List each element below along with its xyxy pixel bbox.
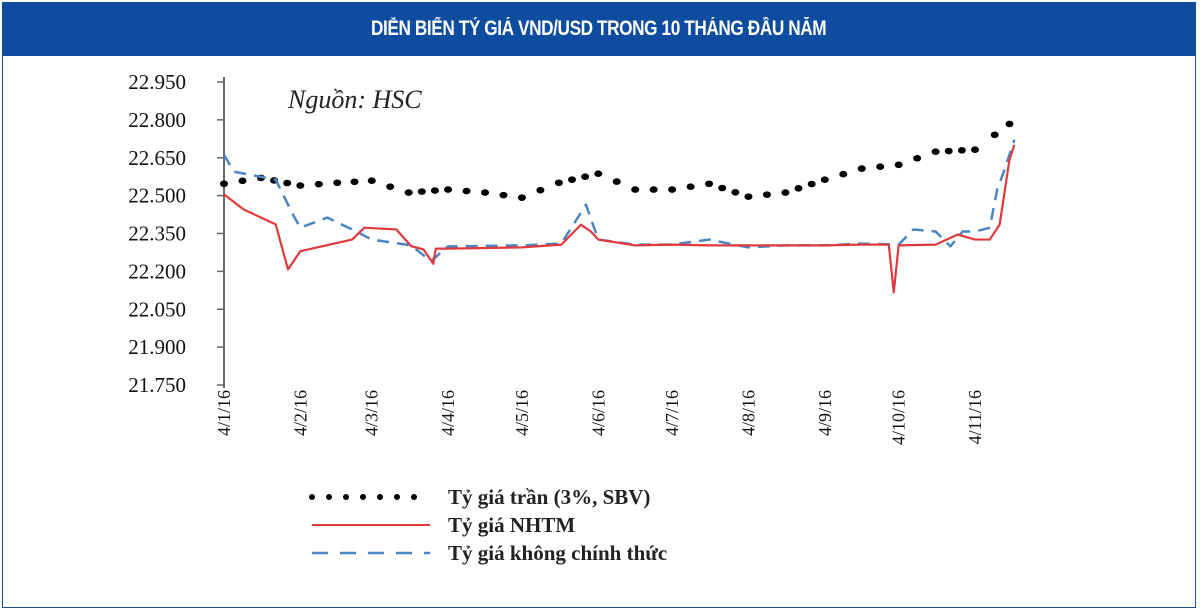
- data-point-ceiling: [894, 161, 903, 169]
- y-tick-label: 21.900: [128, 335, 186, 359]
- data-point-ceiling: [481, 189, 490, 196]
- dot-ceiling: [238, 177, 247, 185]
- legend-label-ceiling: Tỷ giá trần (3%, SBV): [448, 485, 650, 509]
- data-point-ceiling: [296, 182, 305, 189]
- data-point-ceiling: [781, 189, 790, 196]
- x-tick-label: 4/5/16: [512, 390, 532, 436]
- dot-ceiling: [314, 180, 323, 188]
- source-annotation: Nguồn: HSC: [287, 85, 422, 114]
- data-point-ceiling: [594, 170, 603, 177]
- data-point-ceiling: [444, 186, 453, 193]
- dot-ceiling: [386, 183, 395, 190]
- y-tick-label: 22.500: [128, 184, 186, 208]
- legend-label-nhtm: Tỷ giá NHTM: [448, 513, 575, 537]
- legend-label-unofficial: Tỷ giá không chính thức: [448, 541, 667, 565]
- data-point-ceiling: [333, 179, 342, 187]
- data-point-ceiling: [990, 131, 999, 139]
- data-point-ceiling: [744, 193, 753, 200]
- x-tick-label: 4/2/16: [290, 390, 310, 436]
- y-tick-label: 21.750: [128, 373, 186, 397]
- x-tick-label: 4/3/16: [362, 390, 382, 436]
- data-point-ceiling: [1005, 120, 1014, 128]
- y-tick-label: 22.800: [128, 108, 186, 132]
- dot-ceiling: [913, 154, 922, 162]
- dot-ceiling: [957, 147, 966, 154]
- dot-ceiling: [649, 186, 658, 193]
- series-unofficial-rate: [222, 139, 1016, 263]
- dot-ceiling: [731, 189, 740, 196]
- data-point-ceiling: [404, 189, 413, 196]
- x-tick-label: 4/6/16: [588, 390, 608, 436]
- chart-title: DIỄN BIẾN TỶ GIÁ VND/USD TRONG 10 THÁNG …: [371, 17, 827, 40]
- data-point-ceiling: [971, 146, 979, 153]
- x-tick-label: 4/1/16: [214, 390, 234, 436]
- data-point-ceiling: [367, 177, 376, 185]
- dot-ceiling: [350, 178, 359, 186]
- dot-ceiling: [794, 185, 803, 192]
- dot-ceiling: [536, 186, 545, 194]
- dot-ceiling: [499, 191, 508, 199]
- data-point-ceiling: [631, 186, 640, 193]
- x-tick-label: 4/4/16: [438, 390, 458, 436]
- series-nhtm-rate: [223, 144, 1016, 294]
- dot-ceiling: [462, 187, 471, 195]
- dot-ceiling: [612, 178, 621, 185]
- data-point-ceiling: [220, 180, 228, 188]
- legend: Tỷ giá trần (3%, SBV) Tỷ giá NHTM Tỷ giá…: [309, 485, 667, 565]
- dot-ceiling: [839, 170, 848, 178]
- dot-ceiling: [762, 191, 771, 198]
- dot-ceiling: [718, 184, 727, 192]
- x-tick-label: 4/8/16: [738, 390, 758, 436]
- data-point-ceiling: [820, 176, 829, 184]
- y-tick-label: 22.650: [128, 146, 186, 170]
- chart-header: DIỄN BIẾN TỶ GIÁ VND/USD TRONG 10 THÁNG …: [2, 2, 1196, 56]
- data-point-ceiling: [705, 180, 714, 188]
- data-point-ceiling: [668, 186, 677, 193]
- dot-ceiling: [807, 180, 816, 188]
- dot-ceiling: [581, 173, 590, 180]
- y-tick-label: 22.350: [128, 222, 186, 246]
- x-tick-label: 4/7/16: [662, 390, 682, 436]
- y-tick-label: 22.950: [128, 70, 186, 94]
- y-tick-label: 22.200: [128, 259, 186, 283]
- x-tick-label: 4/11/16: [965, 390, 985, 444]
- x-tick-label: 4/9/16: [815, 390, 835, 436]
- data-point-ceiling: [857, 165, 866, 172]
- x-tick-label: 4/10/16: [889, 390, 909, 445]
- data-point-ceiling: [517, 194, 526, 201]
- dot-ceiling: [417, 188, 426, 195]
- dot-ceiling: [430, 187, 439, 194]
- series-ceiling-rate: [220, 120, 1014, 201]
- dot-ceiling: [283, 179, 292, 187]
- dot-ceiling: [568, 176, 577, 184]
- dot-ceiling: [876, 163, 885, 171]
- data-point-ceiling: [554, 179, 563, 187]
- data-point-ceiling: [931, 148, 940, 155]
- y-tick-label: 22.050: [128, 297, 186, 321]
- dot-ceiling: [944, 147, 953, 155]
- dot-ceiling: [686, 183, 695, 190]
